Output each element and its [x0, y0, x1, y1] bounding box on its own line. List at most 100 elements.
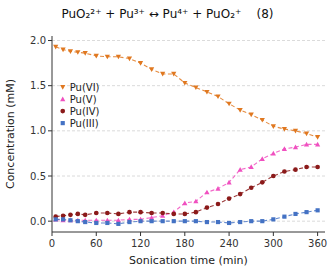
data-point	[304, 142, 309, 147]
legend-label: Pu(V)	[70, 94, 97, 105]
data-point	[194, 210, 199, 215]
y-tick-label: 1.5	[30, 80, 46, 91]
data-point	[205, 205, 210, 210]
data-point	[216, 220, 220, 224]
data-point	[61, 217, 65, 221]
x-tick	[96, 232, 97, 236]
data-point	[194, 219, 198, 223]
x-tick	[317, 232, 318, 236]
y-tick	[48, 85, 52, 86]
data-point	[205, 220, 209, 224]
data-point	[204, 90, 209, 95]
series-line	[56, 144, 318, 220]
data-point	[282, 127, 287, 132]
series-line	[56, 47, 318, 137]
data-point	[83, 212, 88, 217]
x-tick-label: 240	[220, 238, 239, 249]
data-point	[83, 220, 87, 224]
data-point	[160, 72, 165, 77]
data-point	[171, 212, 176, 217]
chart: 0.00.51.01.52.0060120180240300360Pu(VI)P…	[0, 0, 335, 279]
data-point	[271, 124, 276, 129]
x-tick-label: 360	[308, 238, 327, 249]
y-tick	[48, 221, 52, 222]
data-point	[54, 217, 58, 221]
plot-data	[53, 45, 320, 226]
data-point	[75, 50, 80, 55]
x-tick-label: 60	[90, 238, 103, 249]
axes: 0.00.51.01.52.0060120180240300360	[30, 35, 327, 249]
data-point	[60, 47, 65, 52]
data-point	[260, 219, 264, 223]
data-point	[116, 212, 121, 217]
x-tick-label: 300	[264, 238, 283, 249]
data-point	[215, 186, 220, 191]
x-axis-line	[52, 232, 325, 233]
data-point	[293, 144, 298, 149]
data-point	[161, 219, 165, 223]
legend-marker	[60, 109, 65, 114]
data-point	[75, 212, 80, 217]
data-point	[226, 102, 231, 107]
data-point	[94, 221, 98, 225]
series-line	[56, 167, 318, 217]
data-point	[127, 57, 132, 62]
data-point	[105, 221, 109, 225]
data-point	[271, 174, 276, 179]
data-point	[226, 180, 231, 185]
grid-line	[52, 40, 325, 41]
x-tick-label: 180	[175, 238, 194, 249]
data-point	[227, 221, 231, 225]
data-point	[182, 212, 187, 217]
data-point	[238, 220, 242, 224]
data-point	[53, 45, 58, 50]
data-point	[149, 67, 154, 72]
y-axis-line	[52, 36, 53, 232]
data-point	[105, 211, 110, 216]
data-point	[293, 212, 297, 216]
data-point	[238, 167, 243, 172]
x-tick	[229, 232, 230, 236]
y-tick	[48, 130, 52, 131]
data-point	[68, 218, 73, 223]
y-tick-label: 0.5	[30, 171, 46, 182]
data-point	[260, 180, 265, 185]
data-point	[127, 220, 131, 224]
data-point	[138, 210, 143, 215]
x-tick	[184, 232, 185, 236]
data-point	[138, 61, 143, 66]
data-point	[316, 208, 320, 212]
data-point	[216, 202, 221, 207]
legend-marker	[60, 85, 65, 90]
data-point	[53, 217, 58, 222]
data-point	[116, 55, 121, 60]
data-point	[116, 218, 121, 223]
x-tick-label: 120	[131, 238, 150, 249]
data-point	[76, 219, 80, 223]
y-axis-label: Concentration (mM)	[4, 79, 17, 189]
data-point	[171, 72, 176, 77]
data-point	[282, 169, 287, 174]
data-point	[150, 219, 154, 223]
legend-label: Pu(III)	[70, 118, 99, 129]
data-point	[238, 108, 243, 113]
data-point	[75, 218, 80, 223]
data-point	[83, 51, 88, 56]
data-point	[260, 156, 265, 161]
y-tick-label: 1.0	[30, 125, 46, 136]
data-point	[304, 165, 309, 170]
x-tick	[273, 232, 274, 236]
data-point	[182, 81, 187, 86]
data-point	[68, 49, 73, 54]
data-point	[160, 211, 165, 216]
grid-line	[52, 176, 325, 177]
title: PuO₂²⁺ + Pu³⁺ ↔ Pu⁴⁺ + PuO₂⁺ (8)	[61, 7, 273, 21]
data-point	[204, 190, 209, 195]
data-point	[315, 142, 320, 147]
data-point	[60, 218, 65, 223]
data-point	[271, 151, 276, 156]
data-point	[94, 211, 99, 216]
data-point	[282, 146, 287, 151]
data-point	[293, 129, 298, 134]
data-point	[249, 219, 253, 223]
